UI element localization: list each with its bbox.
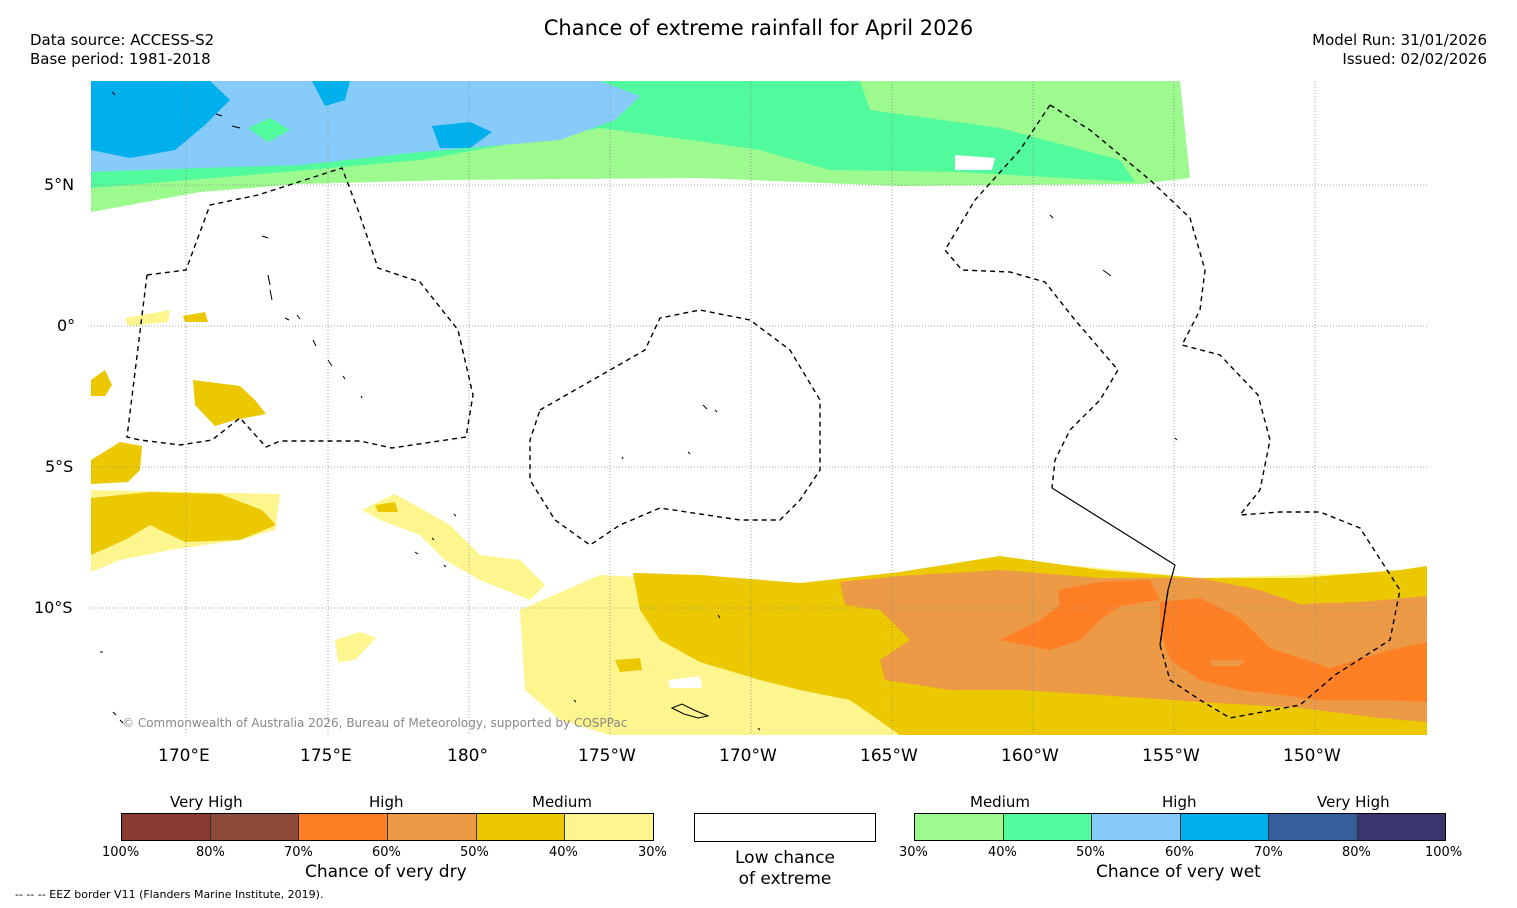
wet-colorbar [914, 813, 1446, 841]
low-chance-title-2: of extreme [738, 869, 832, 889]
wet-tier-high: High [1162, 793, 1197, 811]
wet-swatch-6 [1357, 814, 1445, 840]
low-chance-title-1: Low chance [735, 848, 835, 868]
dry-tick-80: 80% [196, 845, 225, 860]
wet-region-north [91, 81, 1190, 212]
lon-label-170e: 170°E [158, 746, 210, 766]
dry-region-central [335, 494, 545, 662]
wet-tick-100: 100% [1425, 845, 1463, 860]
wet-swatch-5 [1269, 814, 1358, 840]
dry-swatch-5 [476, 814, 566, 840]
dry-tick-30: 30% [638, 845, 667, 860]
wet-tick-80: 80% [1342, 845, 1371, 860]
lon-label-160w: 160°W [1001, 746, 1059, 766]
eez-solid-border [1051, 487, 1176, 646]
lon-label-150w: 150°W [1283, 746, 1341, 766]
lat-label-5s: 5°S [45, 457, 74, 476]
rainfall-map [91, 81, 1427, 735]
eez-note: -- -- -- EEZ border V11 (Flanders Marine… [15, 888, 324, 901]
dry-swatch-3 [299, 814, 389, 840]
wet-tick-70: 70% [1254, 845, 1283, 860]
wet-tick-40: 40% [988, 845, 1017, 860]
lon-label-155w: 155°W [1142, 746, 1200, 766]
base-period: Base period: 1981-2018 [30, 50, 211, 68]
wet-swatch-2 [1003, 814, 1092, 840]
dry-region-southeast [520, 556, 1427, 735]
dry-swatch-4 [388, 814, 477, 840]
dry-tier-high: High [369, 793, 404, 811]
dry-region-west [91, 310, 280, 572]
graticule [91, 81, 1427, 735]
lat-label-10s: 10°S [34, 598, 73, 617]
dry-swatch-6 [565, 814, 654, 840]
copyright-notice: © Commonwealth of Australia 2026, Bureau… [122, 716, 628, 730]
islands [100, 91, 1178, 731]
eez-borders [126, 104, 1401, 719]
wet-swatch-1 [915, 814, 1004, 840]
wet-tick-60: 60% [1165, 845, 1194, 860]
lon-label-180: 180° [447, 746, 488, 766]
dry-tick-60: 60% [372, 845, 401, 860]
lon-label-165w: 165°W [860, 746, 918, 766]
dry-colorbar [121, 813, 654, 841]
map-title: Chance of extreme rainfall for April 202… [543, 16, 974, 40]
lon-label-170w: 170°W [719, 746, 777, 766]
dry-tick-100: 100% [102, 845, 140, 860]
dry-tick-70: 70% [284, 845, 313, 860]
wet-legend-title: Chance of very wet [1096, 862, 1261, 882]
data-source: Data source: ACCESS-S2 [30, 31, 215, 49]
wet-swatch-4 [1180, 814, 1269, 840]
dry-tier-medium: Medium [532, 793, 592, 811]
issued-date: Issued: 02/02/2026 [1342, 50, 1487, 68]
dry-tick-50: 50% [460, 845, 489, 860]
low-chance-swatch [694, 813, 876, 842]
wet-tier-medium: Medium [970, 793, 1030, 811]
lon-label-175w: 175°W [578, 746, 636, 766]
lat-label-0: 0° [57, 316, 76, 335]
lat-label-5n: 5°N [44, 175, 75, 194]
dry-tier-very-high: Very High [170, 793, 243, 811]
dry-swatch-1 [122, 814, 211, 840]
lon-label-175e: 175°E [300, 746, 352, 766]
wet-tick-50: 50% [1076, 845, 1105, 860]
wet-tier-very-high: Very High [1317, 793, 1390, 811]
model-run: Model Run: 31/01/2026 [1312, 31, 1487, 49]
wet-swatch-3 [1092, 814, 1181, 840]
wet-tick-30: 30% [899, 845, 928, 860]
dry-legend-title: Chance of very dry [305, 862, 467, 882]
dry-swatch-2 [210, 814, 300, 840]
dry-tick-40: 40% [549, 845, 578, 860]
